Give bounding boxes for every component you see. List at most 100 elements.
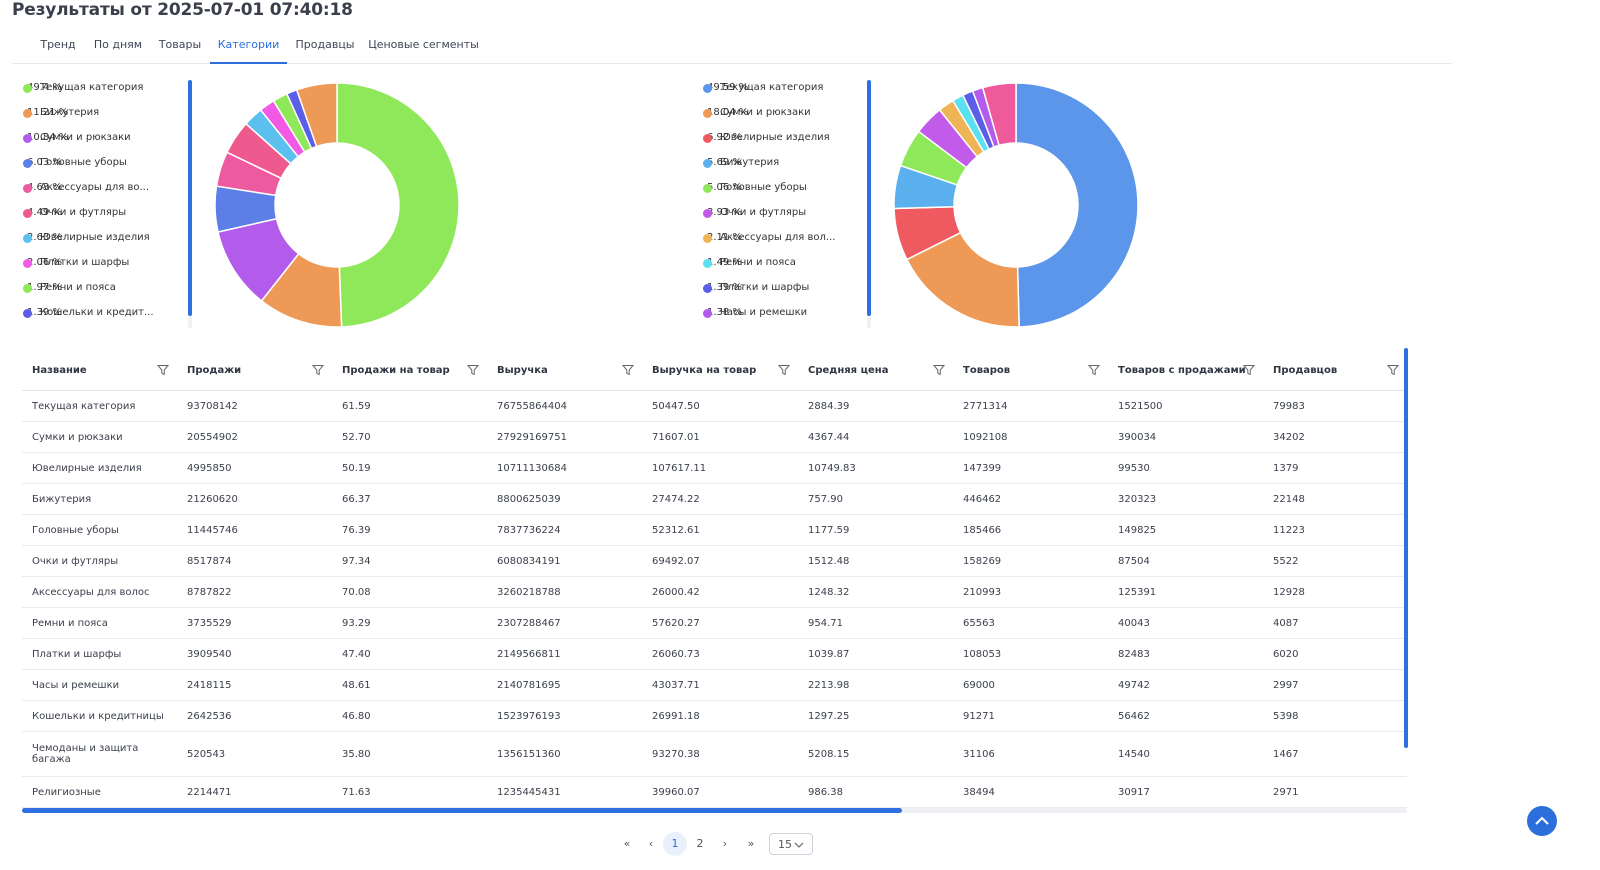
- filter-icon[interactable]: [312, 364, 324, 376]
- legend-item[interactable]: Кошельки и кредит... 1.39 %: [23, 305, 183, 330]
- filter-icon[interactable]: [1088, 364, 1100, 376]
- column-header[interactable]: Товаров: [953, 350, 1108, 391]
- legend-item[interactable]: Ювелирные изделия 6.92 %: [703, 130, 868, 155]
- table-cell: 91271: [953, 700, 1108, 732]
- legend-value: 2.11 %: [707, 232, 742, 243]
- table-cell: 1512.48: [798, 545, 953, 577]
- tab-trend[interactable]: Тренд: [40, 38, 76, 51]
- filter-icon[interactable]: [1387, 364, 1399, 376]
- table-horizontal-scrollbar[interactable]: [22, 808, 902, 813]
- column-header[interactable]: Выручка на товар: [642, 350, 798, 391]
- table-row[interactable]: Чемоданы и защита багажа 520543 35.80 13561…: [22, 731, 1407, 777]
- table-row[interactable]: Сумки и рюкзаки 20554902 52.70 27929169751 7…: [22, 421, 1407, 453]
- table-row[interactable]: Ювелирные изделия 4995850 50.19 10711130684…: [22, 452, 1407, 484]
- table-cell: 390034: [1108, 421, 1263, 453]
- column-header[interactable]: Средняя цена: [798, 350, 953, 391]
- legend-value: 5.69 %: [707, 157, 742, 168]
- chart-2-legend-scrollbar[interactable]: [867, 80, 871, 316]
- table-header-row: Название Продажи Продажи на товар Выручка Вы…: [22, 350, 1407, 391]
- legend-item[interactable]: Платки и шарфы 2.06 %: [23, 255, 183, 280]
- arrow-up-icon: [1535, 816, 1549, 825]
- table-row[interactable]: Часы и ремешки 2418115 48.61 2140781695 4303…: [22, 669, 1407, 701]
- legend-item[interactable]: Ювелирные изделия 2.63 %: [23, 230, 183, 255]
- legend-item[interactable]: Часы и ремешки 1.38 %: [703, 305, 868, 330]
- page-2-button[interactable]: 2: [696, 837, 704, 850]
- table-row[interactable]: Кошельки и кредитницы 2642536 46.80 1523976…: [22, 700, 1407, 732]
- category-name-cell: Кошельки и кредитницы: [22, 700, 177, 732]
- legend-item[interactable]: Платки и шарфы 1.39 %: [703, 280, 868, 305]
- table-cell: 1177.59: [798, 514, 953, 546]
- table-cell: 320323: [1108, 483, 1263, 515]
- legend-item[interactable]: Ремни и пояса 1.49 %: [703, 255, 868, 280]
- column-header-label: Продавцов: [1273, 364, 1338, 376]
- legend-item[interactable]: Очки и футляры 4.49 %: [23, 205, 183, 230]
- table-row[interactable]: Бижутерия 21260620 66.37 8800625039 27474.22…: [22, 483, 1407, 515]
- filter-icon[interactable]: [933, 364, 945, 376]
- column-header[interactable]: Товаров с продажами: [1108, 350, 1263, 391]
- tab-price-segments[interactable]: Ценовые сегменты: [368, 38, 479, 51]
- prev-page-button[interactable]: ‹: [648, 837, 654, 850]
- filter-icon[interactable]: [157, 364, 169, 376]
- legend-item[interactable]: Аксессуары для во... 4.63 %: [23, 180, 183, 205]
- next-page-button[interactable]: ›: [722, 837, 728, 850]
- donut-slice[interactable]: [1015, 82, 1139, 328]
- table-cell: 50.19: [332, 452, 487, 484]
- legend-color-dot: [23, 284, 32, 293]
- legend-value: 1.49 %: [707, 257, 742, 268]
- table-cell: 10711130684: [487, 452, 642, 484]
- donut-slice[interactable]: [336, 82, 460, 328]
- legend-item[interactable]: Бижутерия 11.21 %: [23, 105, 183, 130]
- table-row[interactable]: Религиозные 2214471 71.63 1235445431 39960.0…: [22, 776, 1407, 808]
- legend-color-dot: [23, 309, 32, 318]
- legend-item[interactable]: Ремни и пояса 1.97 %: [23, 280, 183, 305]
- scroll-to-top-button[interactable]: [1527, 806, 1557, 836]
- column-header[interactable]: Продажи: [177, 350, 332, 391]
- legend-item[interactable]: Аксессуары для вол... 2.11 %: [703, 230, 868, 255]
- table-row[interactable]: Текущая категория 93708142 61.59 7675586440…: [22, 390, 1407, 422]
- table-row[interactable]: Очки и футляры 8517874 97.34 6080834191 6949…: [22, 545, 1407, 577]
- column-header[interactable]: Продавцов: [1263, 350, 1407, 391]
- filter-icon[interactable]: [467, 364, 479, 376]
- table-cell: 1039.87: [798, 638, 953, 670]
- last-page-button[interactable]: »: [747, 837, 755, 850]
- table-cell: 52312.61: [642, 514, 798, 546]
- table-row[interactable]: Головные уборы 11445746 76.39 7837736224 523…: [22, 514, 1407, 546]
- legend-item[interactable]: Бижутерия 5.69 %: [703, 155, 868, 180]
- tab-by-day[interactable]: По дням: [93, 38, 143, 51]
- filter-icon[interactable]: [778, 364, 790, 376]
- donut-slice-other[interactable]: [981, 82, 1017, 147]
- legend-item[interactable]: Очки и футляры 3.93 %: [703, 205, 868, 230]
- legend-item[interactable]: Текущая категория 49.59 %: [703, 80, 868, 105]
- column-header-label: Выручка: [497, 364, 548, 376]
- donut-slice-other[interactable]: [295, 82, 338, 148]
- category-name-cell: Сумки и рюкзаки: [22, 421, 177, 453]
- table-row[interactable]: Аксессуары для волос 8787822 70.08 32602187…: [22, 576, 1407, 608]
- filter-icon[interactable]: [1243, 364, 1255, 376]
- legend-item[interactable]: Текущая категория 49.4 %: [23, 80, 183, 105]
- table-row[interactable]: Платки и шарфы 3909540 47.40 2149566811 2606…: [22, 638, 1407, 670]
- table-cell: 158269: [953, 545, 1108, 577]
- page-1-button[interactable]: 1: [663, 832, 687, 856]
- legend-item[interactable]: Сумки и рюкзаки 10.84 %: [23, 130, 183, 155]
- legend-value: 49.59 %: [707, 82, 749, 93]
- tab-sellers[interactable]: Продавцы: [295, 38, 355, 51]
- chart-1-legend-scrollbar[interactable]: [188, 80, 192, 316]
- table-cell: 22148: [1263, 483, 1407, 515]
- column-header[interactable]: Название: [22, 350, 177, 391]
- page-size-select[interactable]: 15: [769, 833, 813, 855]
- tab-products[interactable]: Товары: [158, 38, 202, 51]
- donut-slice[interactable]: [905, 231, 1020, 328]
- legend-color-dot: [703, 184, 712, 193]
- first-page-button[interactable]: «: [623, 837, 631, 850]
- legend-value: 3.93 %: [707, 207, 742, 218]
- legend-color-dot: [703, 234, 712, 243]
- filter-icon[interactable]: [622, 364, 634, 376]
- legend-item[interactable]: Сумки и рюкзаки 18.04 %: [703, 105, 868, 130]
- table-vertical-scrollbar[interactable]: [1404, 348, 1408, 748]
- legend-item[interactable]: Головные уборы 5.06 %: [703, 180, 868, 205]
- tab-categories[interactable]: Категории: [210, 30, 287, 64]
- table-row[interactable]: Ремни и пояса 3735529 93.29 2307288467 57620…: [22, 607, 1407, 639]
- column-header[interactable]: Продажи на товар: [332, 350, 487, 391]
- column-header[interactable]: Выручка: [487, 350, 642, 391]
- legend-item[interactable]: Головные уборы 6.03 %: [23, 155, 183, 180]
